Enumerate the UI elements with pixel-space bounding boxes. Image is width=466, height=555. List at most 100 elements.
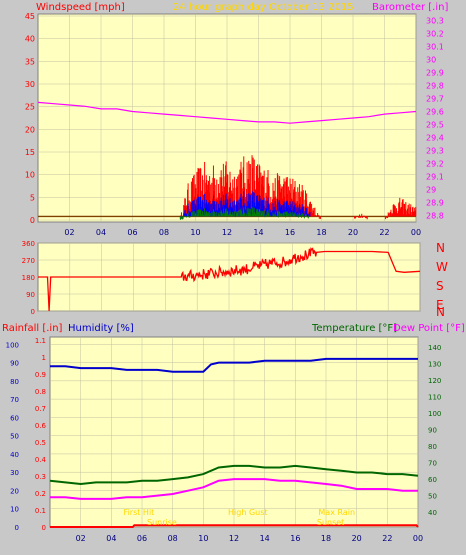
top-x-tick-label: 22 — [379, 228, 389, 237]
temperature-tick-label: 120 — [428, 377, 441, 385]
top-x-tick-label: 18 — [316, 228, 326, 237]
bottom-x-tick-label: 00 — [413, 534, 423, 543]
compass-letter-n-bottom: N — [436, 305, 445, 319]
rainfall-tick-label: 0.3 — [35, 473, 46, 481]
rainfall-tick-label: 0.8 — [35, 388, 46, 396]
compass-letter-e: E — [436, 298, 444, 312]
bottom-x-tick-label: 06 — [137, 534, 147, 543]
windspeed-label: Windspeed [mph] — [36, 2, 125, 13]
bottom-x-tick-label: 14 — [260, 534, 270, 543]
windspeed-tick-label: 25 — [25, 103, 35, 112]
rainfall-label: Rainfall [.in] — [2, 323, 63, 334]
wind-speed-series — [179, 190, 311, 220]
top-x-tick-label: 14 — [253, 228, 263, 237]
humidity-series — [50, 357, 418, 373]
rainfall-tick-label: 0.7 — [35, 405, 46, 413]
rainfall-tick-label: 0.5 — [35, 439, 46, 447]
wind-direction-series — [38, 247, 421, 312]
wind-average-series — [179, 207, 311, 220]
windspeed-tick-label: 20 — [25, 125, 35, 134]
graph-title: 24 hour graph day October 13 2015 — [173, 2, 354, 13]
barometer-label: Barometer [.in] — [372, 2, 448, 13]
rainfall-tick-label: 0.2 — [35, 490, 46, 498]
direction-tick-label: 270 — [22, 257, 35, 265]
barometer-tick-label: 30.3 — [426, 17, 444, 26]
humidity-tick-label: 70 — [10, 396, 19, 404]
rainfall-tick-label: 0.9 — [35, 371, 46, 379]
barometer-tick-label: 29.6 — [426, 108, 444, 117]
temperature-tick-label: 50 — [428, 493, 437, 501]
barometer-tick-label: 30 — [426, 56, 436, 65]
humidity-label: Humidity [%] — [68, 323, 134, 334]
humidity-tick-label: 30 — [10, 469, 19, 477]
windspeed-tick-label: 40 — [25, 35, 35, 44]
humidity-tick-label: 100 — [6, 341, 19, 349]
humidity-tick-label: 10 — [10, 506, 19, 514]
barometer-tick-label: 29.4 — [426, 134, 444, 143]
barometer-tick-label: 29.3 — [426, 147, 444, 156]
top-x-tick-label: 20 — [348, 228, 358, 237]
temperature-tick-label: 70 — [428, 460, 437, 468]
bottom-x-tick-label: 10 — [198, 534, 208, 543]
humidity-tick-label: 20 — [10, 487, 19, 495]
bottom-x-tick-label: 04 — [106, 534, 116, 543]
windspeed-tick-label: 35 — [25, 57, 35, 66]
rainfall-tick-label: 1.1 — [35, 337, 46, 345]
temperature-tick-label: 130 — [428, 360, 441, 368]
barometer-tick-label: 29.9 — [426, 69, 444, 78]
temperature-series — [49, 464, 419, 486]
barometer-tick-label: 28.9 — [426, 199, 444, 208]
rainfall-tick-label: 0 — [42, 524, 46, 532]
direction-tick-label: 0 — [31, 308, 35, 316]
direction-tick-label: 180 — [22, 274, 35, 282]
temperature-label: Temperature [°F] — [311, 323, 397, 334]
barometer-tick-label: 30.2 — [426, 30, 444, 39]
temperature-tick-label: 140 — [428, 344, 441, 352]
rainfall-tick-label: 1 — [42, 354, 46, 362]
rainfall-tick-label: 0.1 — [35, 507, 46, 515]
windspeed-tick-label: 10 — [25, 171, 35, 180]
direction-tick-label: 360 — [22, 240, 35, 248]
barometer-tick-label: 30.1 — [426, 43, 444, 52]
barometer-tick-label: 29 — [426, 186, 436, 195]
event-marker-label: First Hit — [124, 508, 155, 517]
direction-tick-label: 90 — [26, 291, 35, 299]
compass-letter-n-top: N — [436, 241, 445, 255]
event-marker-label: Sunset — [317, 518, 344, 527]
rainfall-series — [50, 524, 419, 528]
bottom-x-tick-label: 22 — [382, 534, 392, 543]
temperature-tick-label: 110 — [428, 393, 441, 401]
barometer-tick-label: 29.1 — [426, 173, 444, 182]
bottom-x-tick-label: 20 — [352, 534, 362, 543]
event-marker-label: Sunrise — [147, 518, 177, 527]
bottom-x-tick-label: 02 — [76, 534, 86, 543]
top-x-tick-label: 00 — [411, 228, 421, 237]
temperature-tick-label: 80 — [428, 443, 437, 451]
event-marker-label: Max Rain — [318, 508, 355, 517]
top-x-tick-label: 04 — [96, 228, 106, 237]
windspeed-tick-label: 5 — [30, 193, 35, 202]
dewpoint-series — [50, 478, 418, 500]
event-marker-label: High Gust — [228, 508, 268, 517]
barometer-tick-label: 28.8 — [426, 212, 444, 221]
top-x-tick-label: 10 — [190, 228, 200, 237]
barometer-tick-label: 29.5 — [426, 121, 444, 130]
compass-letter-s: S — [436, 279, 444, 293]
temperature-tick-label: 90 — [428, 427, 437, 435]
bottom-x-tick-label: 18 — [321, 534, 331, 543]
top-x-tick-label: 12 — [222, 228, 232, 237]
humidity-tick-label: 60 — [10, 414, 19, 422]
windspeed-tick-label: 45 — [25, 12, 35, 21]
humidity-tick-label: 50 — [10, 433, 19, 441]
rainfall-tick-label: 0.6 — [35, 422, 47, 430]
barometer-tick-label: 29.8 — [426, 82, 444, 91]
top-x-tick-label: 16 — [285, 228, 295, 237]
humidity-tick-label: 0 — [15, 524, 19, 532]
temperature-tick-label: 100 — [428, 410, 441, 418]
humidity-tick-label: 90 — [10, 360, 19, 368]
top-x-tick-label: 08 — [159, 228, 169, 237]
humidity-tick-label: 40 — [10, 451, 19, 459]
dewpoint-label: Dew Point [°F] — [393, 323, 465, 334]
temperature-tick-label: 60 — [428, 476, 437, 484]
